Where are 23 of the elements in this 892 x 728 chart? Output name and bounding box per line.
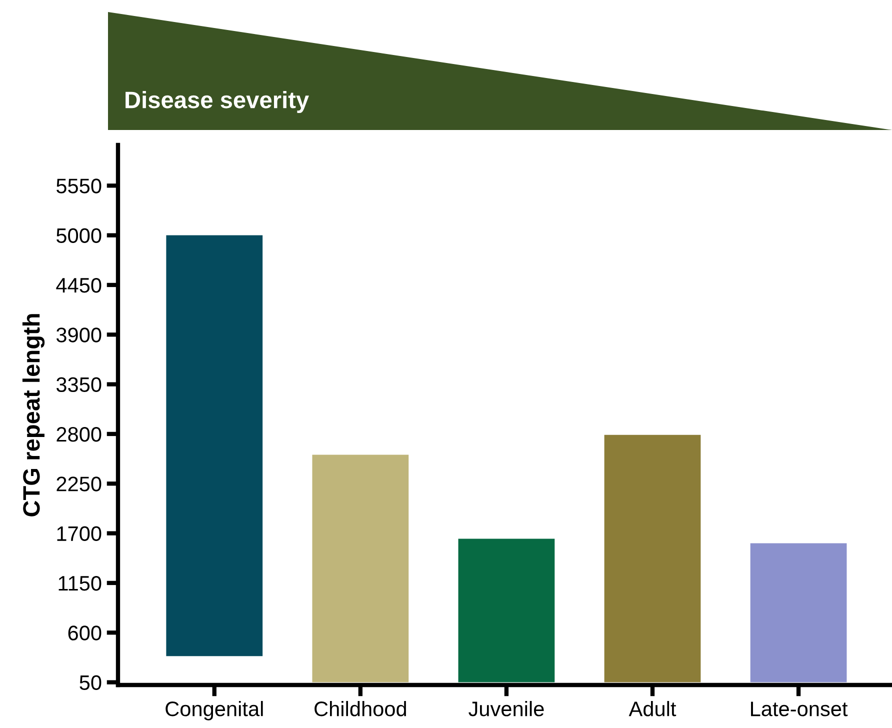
y-tick-label: 2800 — [56, 426, 102, 442]
bar — [604, 434, 701, 682]
y-axis-title: CTG repeat length — [22, 314, 45, 516]
x-tick-label: Congenital — [166, 700, 263, 720]
y-tick-label: 5550 — [56, 178, 102, 194]
x-tick-label: Adult — [628, 700, 676, 716]
y-tick-label: 2250 — [56, 476, 102, 492]
y-tick-label: 4450 — [56, 278, 102, 293]
x-tick-label: Childhood — [314, 700, 406, 716]
y-tick-label: 50 — [80, 675, 102, 690]
bar — [312, 454, 409, 682]
bar — [750, 543, 847, 682]
text: Disease severity — [126, 90, 309, 114]
bar — [458, 538, 555, 682]
y-tick-label: 3900 — [56, 328, 102, 342]
y-tick-label: 5000 — [56, 228, 102, 244]
x-tick-label: Late-onset — [751, 702, 848, 716]
y-tick-label: 600 — [68, 626, 102, 640]
y-tick-label: 1150 — [58, 576, 102, 591]
bar — [166, 235, 263, 656]
y-tick-label: 3350 — [56, 377, 102, 392]
x-tick-label: Juvenile — [468, 700, 544, 716]
y-tick-label: 1700 — [57, 526, 102, 542]
